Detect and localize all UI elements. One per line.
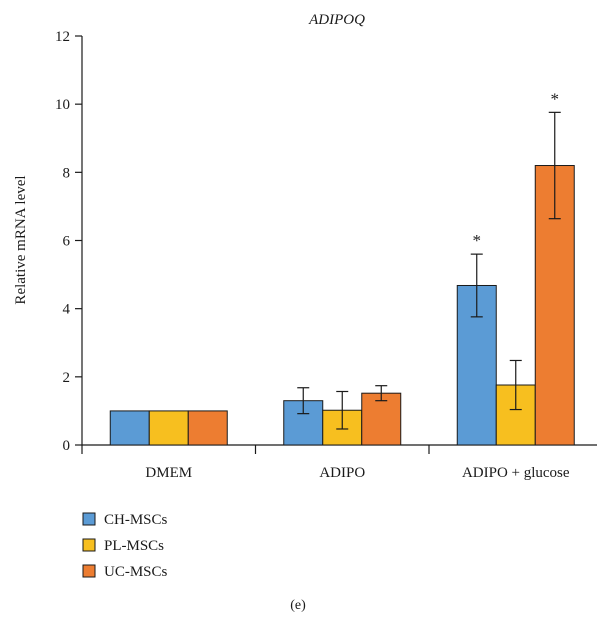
legend-swatch <box>82 538 96 552</box>
chart-title: ADIPOQ <box>308 12 365 28</box>
bar <box>361 392 402 446</box>
legend: CH-MSCs PL-MSCs UC-MSCs <box>82 512 168 580</box>
significance-marker: * <box>551 89 560 108</box>
y-tick-label: 2 <box>63 370 71 386</box>
bar <box>109 410 150 446</box>
legend-label: CH-MSCs <box>104 512 168 528</box>
y-tick-label: 8 <box>63 165 71 181</box>
figure-caption: (e) <box>290 598 306 613</box>
bar <box>187 410 228 446</box>
legend-swatch <box>82 564 96 578</box>
legend-label: UC-MSCs <box>104 564 168 580</box>
x-tick-label: DMEM <box>145 465 192 481</box>
y-tick-label: 10 <box>55 97 70 113</box>
bars: ** <box>109 89 575 446</box>
y-tick-label: 0 <box>63 438 71 454</box>
legend-swatch <box>82 512 96 526</box>
significance-marker: * <box>473 231 482 250</box>
bar <box>148 410 189 446</box>
y-tick-label: 6 <box>63 234 71 250</box>
y-axis-label: Relative mRNA level <box>13 175 29 304</box>
y-tick-label: 12 <box>55 29 70 45</box>
y-tick-label: 4 <box>63 302 71 318</box>
legend-label: PL-MSCs <box>104 538 164 554</box>
x-tick-label: ADIPO <box>319 465 365 481</box>
x-tick-label: ADIPO + glucose <box>462 465 570 481</box>
